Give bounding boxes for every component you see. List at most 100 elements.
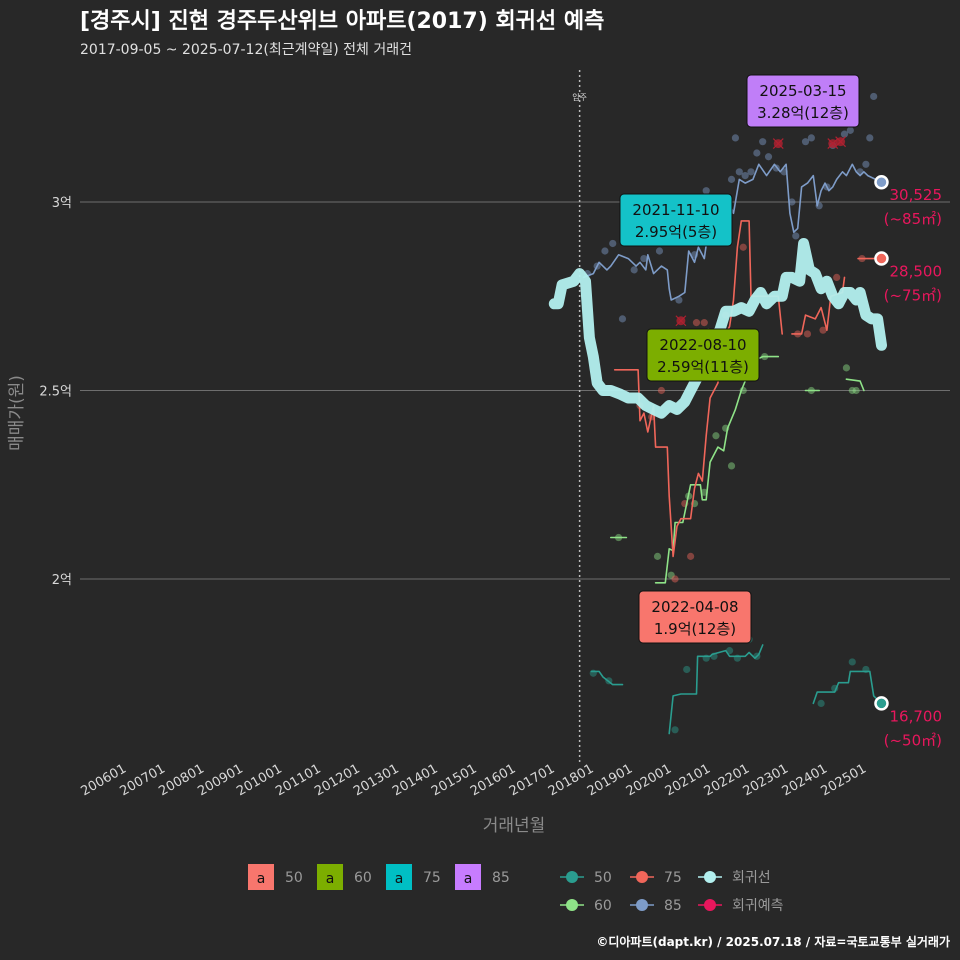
prediction-endpoint bbox=[874, 696, 889, 711]
legend-marker bbox=[704, 871, 716, 883]
legend-marker bbox=[566, 871, 578, 883]
data-point-50 bbox=[683, 665, 691, 674]
legend-line-label: 85 bbox=[664, 898, 682, 914]
legend-swatch-glyph: a bbox=[395, 871, 404, 887]
data-point-85 bbox=[764, 153, 773, 161]
outlier-cross bbox=[835, 136, 847, 148]
annotation-box bbox=[646, 328, 760, 382]
data-point-85 bbox=[866, 134, 874, 142]
data-point-85 bbox=[846, 126, 854, 134]
data-point-85 bbox=[727, 175, 736, 183]
data-point-75 bbox=[671, 575, 679, 583]
legend-swatch-glyph: a bbox=[257, 871, 266, 887]
data-point-60 bbox=[667, 571, 675, 579]
annotation-date: 2022-08-10 bbox=[659, 336, 746, 354]
data-point-85 bbox=[640, 254, 648, 263]
series-line-regression bbox=[548, 238, 887, 419]
data-point-85 bbox=[618, 315, 627, 323]
data-point-85 bbox=[735, 168, 743, 176]
legend-line-label: 회귀선 bbox=[732, 870, 771, 886]
legend-swatch-85 bbox=[455, 864, 481, 890]
data-point-85 bbox=[601, 247, 609, 255]
data-point-60 bbox=[712, 432, 720, 440]
x-axis-title: 거래년월 bbox=[483, 816, 546, 836]
data-point-85 bbox=[731, 134, 740, 142]
legend-line-label: 50 bbox=[594, 870, 612, 886]
data-point-50 bbox=[817, 699, 825, 708]
legend-swatch-50 bbox=[248, 864, 274, 890]
y-axis-ticks: 2억 2.5억 3억 bbox=[39, 196, 72, 588]
legend-label-50: 50 bbox=[285, 870, 303, 886]
data-point-75 bbox=[819, 326, 827, 334]
data-point-85 bbox=[675, 296, 683, 304]
data-point-85 bbox=[788, 198, 796, 206]
legend-swatch-glyph: a bbox=[326, 871, 335, 887]
data-point-75 bbox=[687, 552, 695, 560]
annotations: 2025-03-15 3.28억(12층) 2021-11-10 2.95억(5층) 2… bbox=[619, 74, 860, 644]
data-point-85 bbox=[609, 239, 617, 248]
outlier-cross bbox=[675, 315, 687, 327]
data-point-75 bbox=[700, 319, 708, 327]
prediction-value-label: 28,500 bbox=[890, 263, 943, 281]
outlier-cross bbox=[772, 138, 784, 149]
y-axis-title: 매매가(원) bbox=[7, 375, 27, 451]
series-line-60 bbox=[845, 378, 865, 392]
legend-label-85: 85 bbox=[492, 870, 510, 886]
legend-line-label: 75 bbox=[664, 870, 682, 886]
chart-title: [경주시] 진현 경주두산위브 아파트(2017) 회귀선 예측 bbox=[80, 9, 604, 34]
legend-swatch-glyph: a bbox=[464, 871, 473, 887]
annotation-date: 2022-04-08 bbox=[651, 598, 738, 616]
legend-label-60: 60 bbox=[354, 870, 372, 886]
annotation-price: 2.59억(11층) bbox=[657, 358, 749, 376]
y-tick-label: 2억 bbox=[52, 573, 72, 588]
data-point-75 bbox=[692, 319, 701, 327]
y-tick-label: 2.5억 bbox=[39, 385, 72, 400]
data-point-85 bbox=[862, 160, 870, 168]
data-point-60 bbox=[852, 386, 860, 395]
data-point-85 bbox=[702, 187, 710, 195]
series-line-50 bbox=[812, 670, 883, 705]
data-point-85 bbox=[856, 168, 864, 176]
legend-marker bbox=[566, 899, 578, 911]
data-point-85 bbox=[630, 266, 638, 274]
prediction-size-label: (~85㎡) bbox=[884, 210, 942, 228]
data-point-60 bbox=[727, 462, 736, 470]
x-axis-ticks: 2006012007012008012009012010012011012012… bbox=[79, 761, 869, 799]
legend-marker bbox=[636, 899, 648, 911]
legend-marker bbox=[704, 899, 716, 911]
x-tick-label: 202501 bbox=[819, 761, 869, 799]
data-point-60 bbox=[848, 386, 856, 395]
data-point-60 bbox=[653, 552, 662, 560]
data-point-85 bbox=[753, 149, 761, 157]
annotation-date: 2021-11-10 bbox=[632, 201, 719, 219]
prediction-endpoints: 30,525 (~85㎡) 28,500 (~75㎡) 16,700 (~50㎡) bbox=[874, 174, 943, 749]
series-line-50 bbox=[590, 670, 624, 686]
data-point-75 bbox=[833, 273, 841, 281]
annotation-price: 1.9억(12층) bbox=[654, 620, 736, 638]
annotation-date: 2025-03-15 bbox=[759, 82, 846, 100]
series-line-75 bbox=[613, 220, 784, 558]
prediction-size-label: (~75㎡) bbox=[884, 287, 942, 305]
source-caption: ©디아파트(dapt.kr) / 2025.07.18 / 자료=국토교통부 실… bbox=[596, 934, 950, 949]
prediction-endpoint bbox=[874, 174, 889, 190]
data-point-75 bbox=[803, 330, 812, 338]
prediction-endpoint bbox=[874, 251, 889, 266]
legend-line-label: 회귀예측 bbox=[732, 898, 784, 914]
annotation-box bbox=[638, 590, 752, 644]
prediction-size-label: (~50㎡) bbox=[884, 731, 942, 749]
data-point-50 bbox=[671, 726, 679, 734]
legend: a 50 a 60 a 75 a 85 50 75 회귀선 60 85 회귀예측 bbox=[248, 864, 784, 914]
data-point-85 bbox=[801, 138, 810, 146]
legend-swatch-75 bbox=[386, 864, 412, 890]
legend-marker bbox=[636, 871, 648, 883]
move-in-line: 입주 bbox=[572, 70, 587, 763]
annotation-price: 2.95억(5층) bbox=[635, 223, 717, 241]
data-point-60 bbox=[842, 364, 851, 372]
data-point-85 bbox=[759, 138, 767, 146]
data-point-85 bbox=[655, 247, 664, 255]
data-point-75 bbox=[657, 386, 666, 395]
legend-line-label: 60 bbox=[594, 898, 612, 914]
series-line-50 bbox=[668, 644, 764, 735]
prediction-value-label: 30,525 bbox=[890, 186, 943, 204]
